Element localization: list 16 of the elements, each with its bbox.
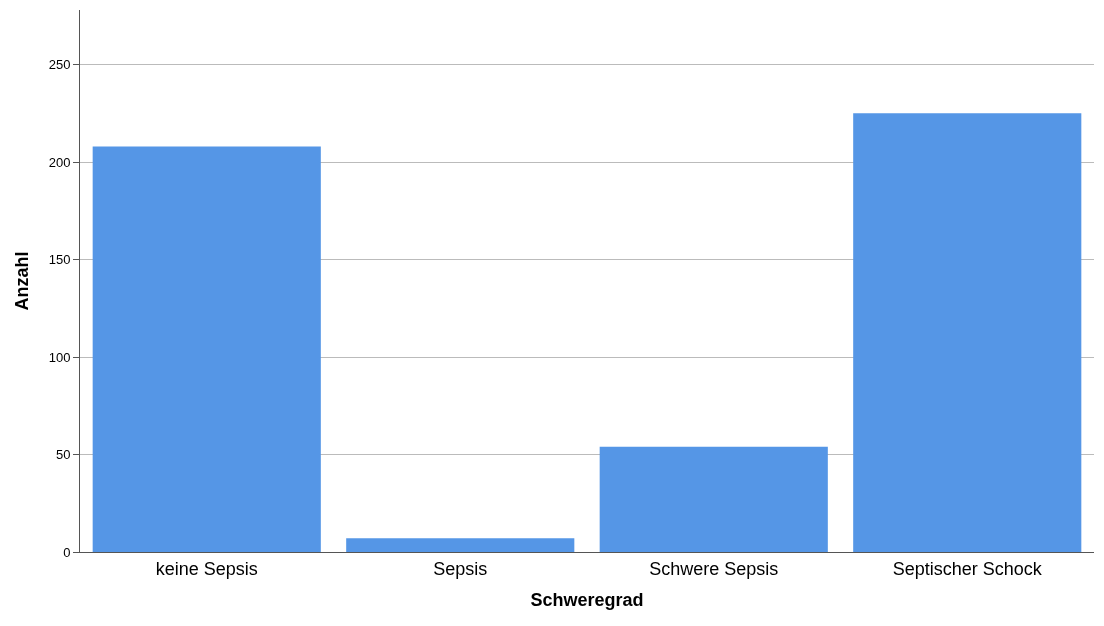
x-tick-label: keine Sepsis: [155, 558, 258, 579]
y-tick-label: 250: [48, 57, 71, 73]
y-tick-label: 150: [48, 252, 71, 268]
y-tick-label: 0: [63, 544, 71, 560]
x-tick-label: Septischer Schock: [892, 558, 1043, 579]
y-axis-title: Anzahl: [11, 251, 32, 311]
x-tick-label: Sepsis: [433, 558, 488, 579]
x-axis-title: Schweregrad: [530, 589, 644, 610]
bar: [599, 446, 828, 552]
x-tick-label: Schwere Sepsis: [649, 558, 779, 579]
bar: [853, 113, 1082, 552]
y-tick-label: 100: [48, 349, 71, 365]
bar: [346, 538, 575, 552]
y-tick-label: 50: [55, 447, 71, 463]
bar: [92, 146, 321, 552]
y-tick-label: 200: [48, 154, 71, 170]
